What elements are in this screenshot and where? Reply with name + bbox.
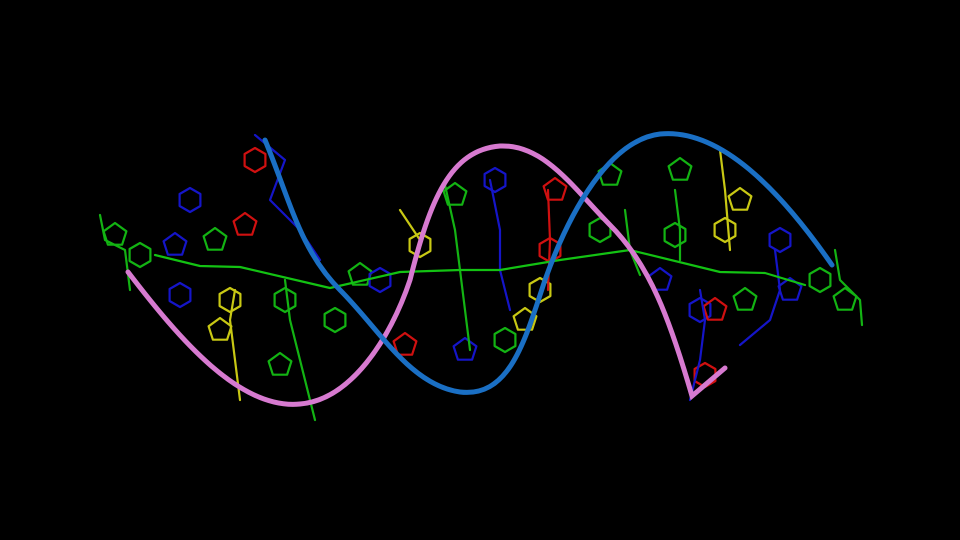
nucleotide-ring — [713, 216, 737, 244]
nucleotide-ring — [162, 231, 188, 256]
nucleotide-ring — [323, 306, 347, 334]
base-stick — [228, 288, 242, 402]
strand-b-ribbon — [125, 143, 728, 407]
nucleotide-ring — [267, 351, 293, 376]
nucleotide-ring — [808, 266, 832, 294]
nucleotide-ring — [483, 166, 507, 194]
nucleotide-ring — [347, 261, 373, 286]
nucleotide-ring — [542, 176, 568, 201]
strand-a-ribbon — [262, 131, 835, 395]
nucleotide-ring — [702, 296, 728, 321]
nucleotide-ring — [243, 146, 267, 174]
base-stick — [488, 178, 512, 312]
helix-axis-backbone — [153, 248, 807, 290]
nucleotide-ring — [168, 281, 192, 309]
nucleotide-ring — [727, 186, 753, 211]
nucleotide-ring — [493, 326, 517, 354]
base-stick — [673, 188, 682, 262]
nucleotide-ring — [408, 231, 432, 259]
base-stick — [688, 288, 707, 402]
nucleotide-ring — [688, 296, 712, 324]
base-stick — [283, 278, 317, 422]
nucleotide-ring — [232, 211, 258, 236]
base-stick — [738, 248, 782, 347]
nucleotide-ring — [207, 316, 233, 341]
nucleotide-ring — [218, 286, 242, 314]
nucleotide-ring — [128, 241, 152, 269]
nucleotide-ring — [732, 286, 758, 311]
nucleotide-ring — [273, 286, 297, 314]
nucleotide-ring — [647, 266, 673, 291]
nucleotide-ring — [452, 336, 478, 361]
base-stick — [833, 248, 864, 327]
nucleotide-ring — [777, 276, 803, 301]
nucleotide-ring — [768, 226, 792, 254]
base-stick — [718, 148, 732, 252]
nucleotide-ring — [202, 226, 228, 251]
nucleotide-ring — [663, 221, 687, 249]
nucleotide-ring — [667, 156, 693, 181]
nucleotide-ring — [178, 186, 202, 214]
nucleotide-ring — [392, 331, 418, 356]
